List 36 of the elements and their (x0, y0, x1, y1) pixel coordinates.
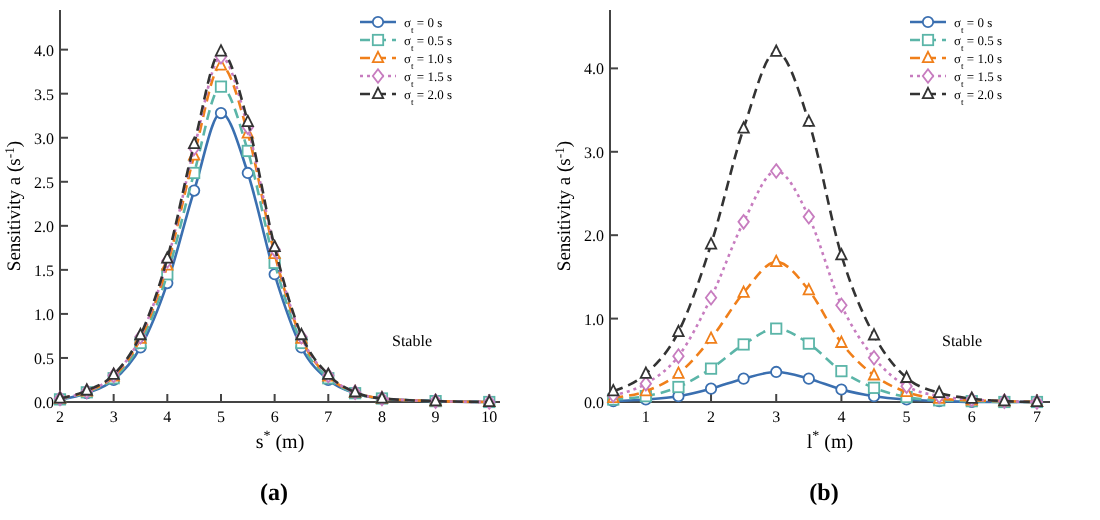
y-tick-label: 3.5 (34, 85, 54, 104)
x-tick-label: 4 (163, 408, 172, 426)
x-tick-label: 5 (902, 408, 911, 426)
y-tick-label: 3.0 (584, 143, 604, 162)
text: (b) (809, 478, 839, 506)
x-tick-label: 7 (324, 408, 333, 426)
y-tick-label: 1.0 (34, 305, 54, 324)
y-tick-label: 1.0 (584, 310, 604, 329)
x-tick-label: 9 (431, 408, 440, 426)
y-tick-label: 2.0 (34, 217, 54, 236)
x-tick-label: 2 (707, 408, 716, 426)
x-tick-label: 1 (641, 408, 650, 426)
y-tick-label: 1.5 (34, 261, 54, 280)
x-tick-label: 4 (837, 408, 846, 426)
text: (a) (260, 478, 288, 506)
x-axis-title: s$^{*}$ (m) (255, 428, 305, 454)
x-tick-label: 7 (1032, 408, 1041, 426)
x-tick-label: 3 (109, 408, 118, 426)
annotation: Stable (392, 332, 433, 350)
y-tick-label: 4.0 (584, 60, 604, 79)
y-tick-label: 4.0 (34, 41, 54, 60)
x-tick-label: 6 (270, 408, 279, 426)
x-tick-label: 10 (481, 408, 498, 426)
x-tick-label: 8 (377, 408, 386, 426)
x-tick-label: 6 (967, 408, 976, 426)
y-tick-label: 0.0 (34, 394, 54, 412)
y-tick-label: 0.0 (584, 394, 604, 412)
y-tick-label: 2.5 (34, 173, 54, 192)
y-tick-label: 2.0 (584, 227, 604, 246)
x-tick-label: 2 (56, 408, 64, 426)
x-tick-label: 5 (216, 408, 225, 426)
x-tick-label: 3 (772, 408, 781, 426)
y-tick-label: 3.0 (34, 129, 54, 148)
x-axis-title: l$^{*}$ (m) (806, 428, 854, 454)
y-tick-label: 0.5 (34, 349, 54, 368)
annotation: Stable (942, 332, 983, 350)
